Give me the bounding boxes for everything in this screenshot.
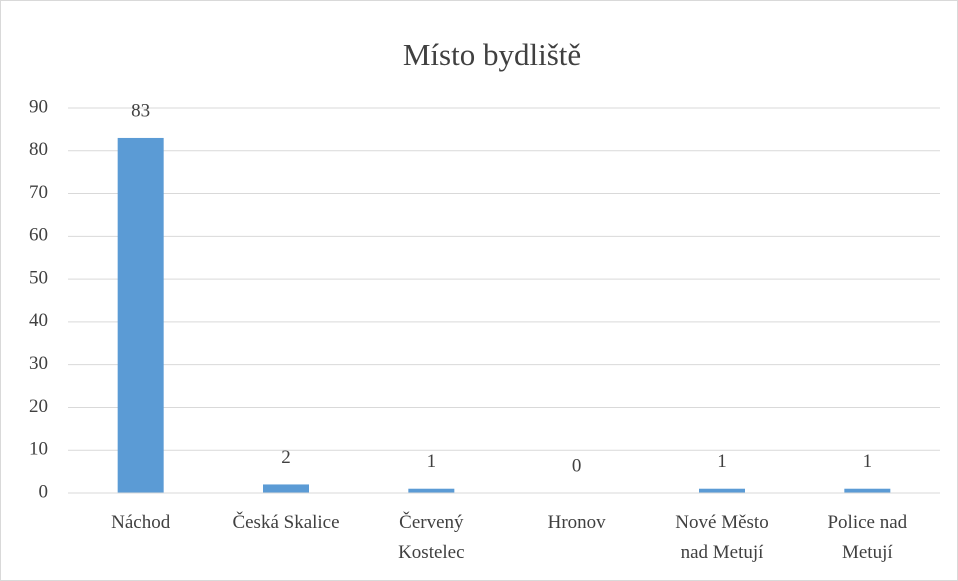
y-tick-label: 40 (29, 310, 48, 331)
data-label: 1 (427, 451, 437, 472)
y-tick-label: 0 (39, 481, 49, 502)
x-tick-label: Police nad Metují (827, 512, 907, 563)
data-label: 1 (863, 451, 873, 472)
y-tick-label: 90 (29, 96, 48, 117)
y-tick-label: 20 (29, 396, 48, 417)
y-tick-label: 60 (29, 225, 48, 246)
bar (408, 488, 455, 493)
x-tick-label: Nové Město nad Metují (675, 512, 768, 563)
y-tick-label: 70 (29, 182, 48, 203)
x-tick-label: Červený Kostelec (398, 511, 464, 563)
data-label: 0 (572, 455, 582, 476)
x-tick-label: Hronov (548, 512, 607, 533)
y-tick-label: 80 (29, 139, 48, 160)
chart-title: Místo bydliště (403, 37, 581, 72)
data-label: 83 (131, 100, 150, 121)
data-label: 2 (281, 447, 291, 468)
bar (117, 137, 164, 493)
y-tick-label: 30 (29, 353, 48, 374)
data-label: 1 (717, 451, 727, 472)
bar (844, 488, 891, 493)
x-tick-label: Česká Skalice (232, 511, 339, 533)
bar (699, 488, 745, 493)
y-tick-label: 50 (29, 267, 48, 288)
y-tick-label: 10 (29, 439, 48, 460)
x-tick-label: Náchod (111, 512, 171, 533)
bar (263, 484, 309, 493)
